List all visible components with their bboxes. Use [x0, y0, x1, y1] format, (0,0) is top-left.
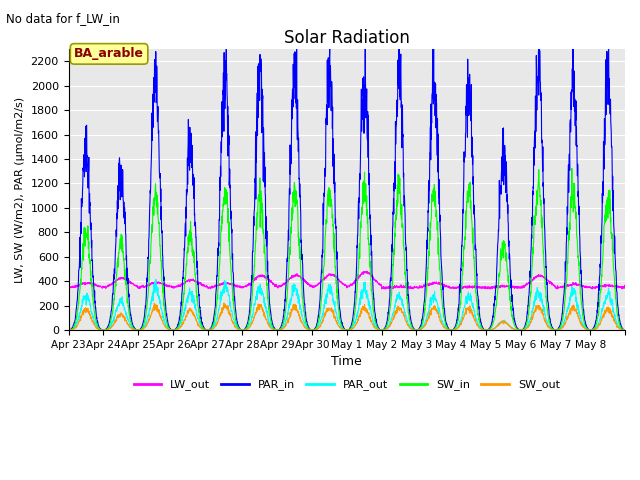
PAR_in [120, 216, 128, 221]
PAR_out [65, 327, 72, 333]
SW_out [241, 327, 248, 333]
SW_out [546, 325, 554, 331]
PAR_out [381, 327, 388, 333]
Line: SW_in: SW_in [68, 168, 625, 330]
PAR_in [605, 31, 612, 37]
SW_in [120, 259, 128, 264]
PAR_in [380, 326, 388, 332]
PAR_in [613, 297, 621, 303]
PAR_out [546, 324, 554, 330]
SW_in [568, 166, 576, 171]
SW_in [65, 327, 72, 333]
Text: BA_arable: BA_arable [74, 48, 144, 60]
Y-axis label: LW, SW (W/m2), PAR (μmol/m2/s): LW, SW (W/m2), PAR (μmol/m2/s) [15, 96, 25, 283]
SW_in [621, 327, 629, 333]
LW_out [621, 284, 629, 289]
PAR_out [515, 327, 522, 333]
LW_out [120, 276, 128, 281]
PAR_out [621, 327, 629, 333]
Line: LW_out: LW_out [68, 271, 625, 289]
SW_out [621, 327, 629, 333]
SW_in [613, 310, 621, 316]
SW_in [515, 327, 522, 333]
Line: PAR_in: PAR_in [68, 34, 625, 330]
SW_out [120, 313, 128, 319]
SW_out [381, 327, 388, 333]
Line: PAR_out: PAR_out [68, 279, 625, 330]
LW_out [241, 284, 248, 290]
PAR_in [621, 327, 629, 333]
Text: No data for f_LW_in: No data for f_LW_in [6, 12, 120, 25]
LW_out [363, 268, 371, 274]
SW_in [380, 326, 388, 332]
SW_out [515, 327, 522, 333]
LW_out [614, 283, 621, 289]
PAR_out [152, 276, 159, 282]
PAR_in [515, 326, 522, 332]
Legend: LW_out, PAR_in, PAR_out, SW_in, SW_out: LW_out, PAR_in, PAR_out, SW_in, SW_out [129, 375, 564, 395]
LW_out [65, 285, 72, 290]
Line: SW_out: SW_out [68, 303, 625, 330]
SW_out [613, 324, 621, 329]
SW_out [220, 300, 227, 306]
SW_in [546, 320, 554, 325]
LW_out [381, 284, 388, 290]
PAR_in [546, 315, 554, 321]
PAR_in [65, 327, 72, 333]
Title: Solar Radiation: Solar Radiation [284, 29, 410, 48]
LW_out [547, 280, 554, 286]
PAR_out [120, 304, 128, 310]
SW_in [241, 327, 248, 333]
PAR_out [241, 327, 248, 333]
LW_out [515, 284, 522, 290]
X-axis label: Time: Time [332, 355, 362, 369]
PAR_in [241, 327, 248, 333]
PAR_out [613, 321, 621, 326]
SW_out [65, 327, 72, 333]
LW_out [486, 286, 494, 292]
